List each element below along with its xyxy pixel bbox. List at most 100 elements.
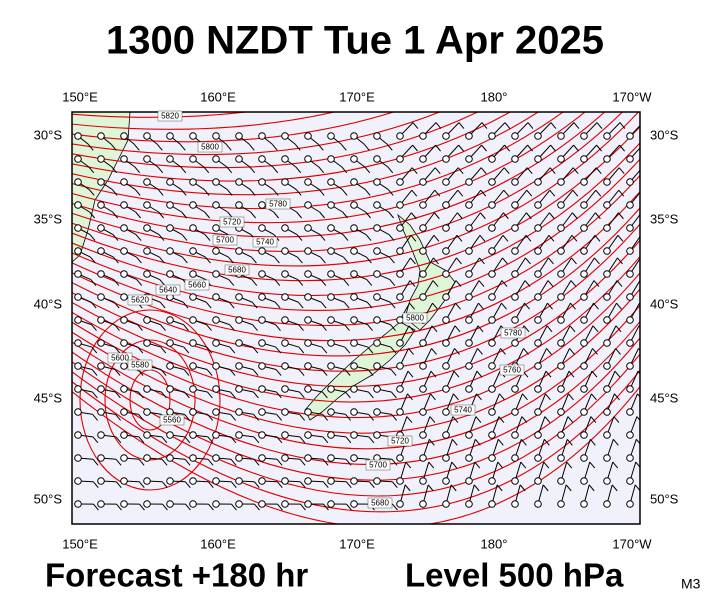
barb-flag (342, 211, 348, 219)
wind-barb (465, 348, 483, 370)
barb-flag (407, 370, 414, 378)
barb-flag (92, 436, 99, 444)
barb-station (143, 431, 151, 439)
barb-flag (503, 189, 510, 197)
barb-flag (591, 370, 598, 378)
barb-flag (274, 279, 281, 286)
barb-station (396, 224, 404, 232)
barb-station (212, 454, 220, 462)
wind-barb (189, 431, 214, 444)
wind-barb (189, 408, 214, 421)
contour-label-box (500, 327, 526, 339)
barb-station (327, 270, 335, 278)
barb-station (143, 270, 151, 278)
barb-flag (474, 438, 481, 446)
wind-barb (327, 339, 351, 354)
barb-station (74, 431, 82, 439)
map-layer (72, 112, 640, 524)
barb-station (327, 178, 335, 186)
barb-station (304, 385, 312, 393)
barb-flag (161, 458, 168, 466)
barb-station (419, 155, 427, 163)
barb-station (534, 247, 542, 255)
wind-barb (603, 416, 620, 439)
barb-flag (617, 212, 624, 220)
barb-station (580, 132, 588, 140)
barb-station (120, 385, 128, 393)
barb-flag (321, 324, 327, 331)
barb-station (143, 339, 151, 347)
barb-station (143, 155, 151, 163)
barb-station (304, 247, 312, 255)
barb-station (350, 132, 358, 140)
barb-station (166, 270, 174, 278)
barb-station (212, 339, 220, 347)
barb-flag (184, 481, 191, 489)
wind-barb (327, 477, 352, 489)
wind-barb (281, 477, 306, 489)
barb-station (327, 155, 335, 163)
height-contour (72, 141, 640, 297)
wind-barb (143, 500, 168, 511)
wind-barb (419, 212, 440, 232)
wind-barb (580, 122, 603, 140)
barb-station (258, 132, 266, 140)
wind-barb (442, 167, 464, 186)
barb-station (396, 270, 404, 278)
barb-flag (368, 481, 375, 489)
barb-station (373, 270, 381, 278)
wind-barb (304, 293, 327, 309)
wind-barb (442, 257, 462, 278)
wind-barb (442, 438, 458, 462)
wind-barb (235, 132, 255, 151)
barb-flag (297, 256, 303, 264)
barb-flag (411, 167, 418, 174)
barb-station (189, 247, 197, 255)
barb-station (350, 477, 358, 485)
barb-flag (91, 369, 98, 376)
barb-flag (525, 234, 532, 242)
barb-station (465, 431, 473, 439)
barb-station (74, 247, 82, 255)
barb-flag (135, 211, 141, 219)
barb-station (281, 316, 289, 324)
barb-flag (479, 212, 486, 220)
contour-label-box (450, 404, 476, 416)
barb-station (511, 477, 519, 485)
barb-station (465, 201, 473, 209)
barb-station (557, 155, 565, 163)
barb-station (373, 293, 381, 301)
barb-station (281, 339, 289, 347)
barb-flag (615, 325, 622, 333)
wind-barb (511, 144, 533, 163)
barb-flag (296, 234, 303, 241)
barb-station (626, 477, 634, 485)
wind-barb (327, 247, 349, 264)
barb-flag (523, 348, 529, 355)
wind-barb (212, 293, 235, 309)
wind-barb (442, 461, 458, 485)
barb-station (97, 155, 105, 163)
barb-station (327, 431, 335, 439)
wind-barb (534, 212, 555, 232)
barb-flag (456, 212, 463, 220)
wind-barb (557, 302, 576, 324)
barb-station (465, 178, 473, 186)
barb-flag (276, 481, 283, 489)
contour-label: 5720 (223, 218, 241, 227)
barb-flag (477, 325, 484, 333)
barb-flag (184, 458, 191, 466)
barb-station (511, 247, 519, 255)
wind-barb (258, 477, 283, 489)
contour-label: 5800 (201, 143, 219, 152)
wind-barb (235, 178, 256, 196)
barb-flag (272, 166, 279, 174)
wind-barb (304, 362, 328, 376)
barb-station (419, 362, 427, 370)
wind-barb (143, 454, 168, 466)
barb-flag (391, 414, 398, 421)
barb-station (327, 500, 335, 508)
wind-barb (603, 393, 620, 416)
barb-flag (616, 280, 623, 287)
